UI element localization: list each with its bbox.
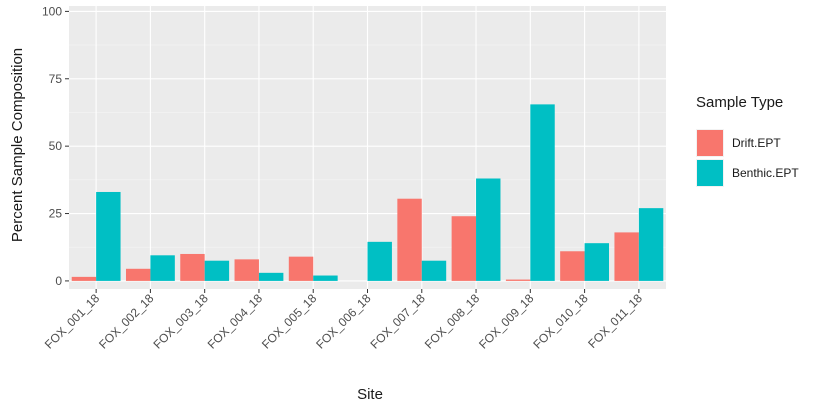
bar-benthic-ept-fox-004-18 xyxy=(258,272,284,281)
bar-benthic-ept-fox-009-18 xyxy=(530,104,555,281)
bar-benthic-ept-fox-003-18 xyxy=(204,260,230,281)
x-tick-label: FOX_009_18 xyxy=(476,291,537,352)
y-axis-title: Percent Sample Composition xyxy=(9,48,26,242)
bar-drift-ept-fox-007-18 xyxy=(397,198,422,281)
bar-benthic-ept-fox-006-18 xyxy=(367,241,392,281)
y-tick-label: 100 xyxy=(42,4,62,18)
y-tick-label: 50 xyxy=(49,139,63,153)
legend-label: Benthic.EPT xyxy=(732,166,799,180)
legend: Sample Type Drift.EPT Benthic.EPT xyxy=(696,94,799,187)
legend-swatch-drift-ept xyxy=(697,130,723,156)
bar-drift-ept-fox-005-18 xyxy=(288,256,314,281)
x-tick-label: FOX_001_18 xyxy=(42,291,103,352)
bar-drift-ept-fox-011-18 xyxy=(614,232,639,281)
x-tick-label: FOX_004_18 xyxy=(205,291,266,352)
x-tick-label: FOX_006_18 xyxy=(313,291,374,352)
bar-drift-ept-fox-004-18 xyxy=(234,259,259,281)
x-axis: FOX_001_18FOX_002_18FOX_003_18FOX_004_18… xyxy=(42,289,645,352)
legend-swatch-benthic-ept xyxy=(697,160,723,186)
x-tick-label: FOX_011_18 xyxy=(585,291,645,351)
bar-benthic-ept-fox-010-18 xyxy=(584,243,610,281)
y-axis: 0 25 50 75 100 xyxy=(42,4,69,288)
bar-drift-ept-fox-010-18 xyxy=(560,251,585,281)
x-tick-label: FOX_008_18 xyxy=(422,291,483,352)
x-axis-title: Site xyxy=(357,386,383,403)
bar-benthic-ept-fox-011-18 xyxy=(638,208,664,281)
legend-label: Drift.EPT xyxy=(732,136,781,150)
y-tick-label: 75 xyxy=(49,72,63,86)
bar-benthic-ept-fox-008-18 xyxy=(476,178,501,281)
x-tick-label: FOX_010_18 xyxy=(530,291,591,352)
bars-layer xyxy=(71,104,664,281)
bar-benthic-ept-fox-002-18 xyxy=(150,255,175,281)
x-tick-label: FOX_007_18 xyxy=(368,291,429,352)
bar-benthic-ept-fox-005-18 xyxy=(313,275,338,281)
x-tick-label: FOX_003_18 xyxy=(150,291,211,352)
y-tick-label: 0 xyxy=(55,274,62,288)
bar-drift-ept-fox-008-18 xyxy=(451,216,477,281)
y-tick-label: 25 xyxy=(49,207,63,221)
bar-benthic-ept-fox-007-18 xyxy=(421,260,447,281)
bar-drift-ept-fox-002-18 xyxy=(125,268,151,281)
legend-title: Sample Type xyxy=(696,94,783,111)
bar-drift-ept-fox-001-18 xyxy=(71,276,97,281)
x-tick-label: FOX_005_18 xyxy=(259,291,320,352)
x-tick-label: FOX_002_18 xyxy=(96,291,157,352)
bar-drift-ept-fox-003-18 xyxy=(180,253,205,281)
bar-benthic-ept-fox-001-18 xyxy=(96,191,121,281)
bar-drift-ept-fox-009-18 xyxy=(505,279,531,281)
